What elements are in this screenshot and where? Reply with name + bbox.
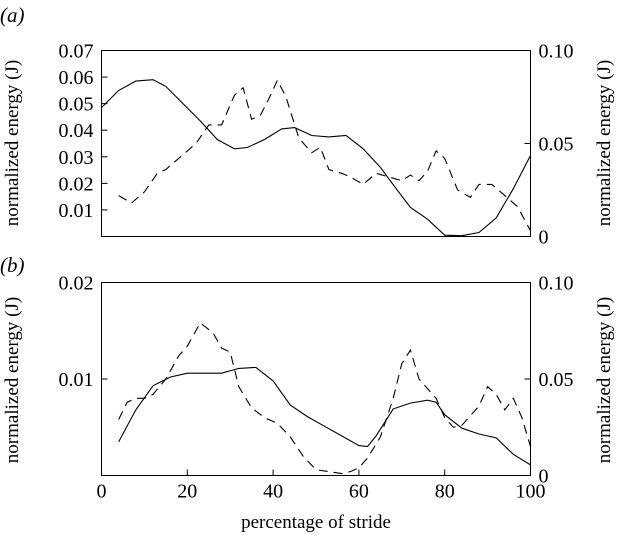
panel-label-b: (b) <box>0 253 25 277</box>
ylabel-left-b: normalized energy (J) <box>2 297 23 463</box>
plot-frame-a <box>101 50 531 237</box>
series-solid-b <box>118 366 531 466</box>
left-tick-label: 0.07 <box>59 41 94 63</box>
left-tick-label: 0.03 <box>59 147 94 169</box>
right-tick-label: 0.10 <box>539 41 574 63</box>
panel-a: (a) 0.010.020.030.040.050.060.07 00.050.… <box>0 3 615 249</box>
ylabel-right-a: normalized energy (J) <box>594 60 615 226</box>
left-tick-label: 0.06 <box>59 67 94 89</box>
x-tick-label: 40 <box>263 481 283 503</box>
right-axis-b: 0 0.05 0.10 <box>524 273 574 488</box>
ylabel-left-a: normalized energy (J) <box>2 60 23 226</box>
series-dashed-b <box>118 322 532 475</box>
x-tick-label: 100 <box>516 481 546 503</box>
left-tick-label: 0.02 <box>59 273 94 295</box>
right-tick-label: 0.10 <box>539 273 574 295</box>
left-tick-label: 0.05 <box>59 94 94 116</box>
panel-label-a: (a) <box>0 3 25 27</box>
right-axis-a: 0 0.05 0.10 <box>524 41 574 249</box>
left-tick-label: 0.01 <box>59 369 94 391</box>
xlabel-b: percentage of stride <box>241 512 391 533</box>
left-tick-label: 0.01 <box>59 200 94 222</box>
series-solid-a <box>101 79 531 237</box>
right-tick-label: 0 <box>539 466 549 488</box>
left-tick-label: 0.04 <box>59 120 94 142</box>
left-axis-b: 0.01 0.02 <box>59 273 108 391</box>
x-tick-label: 80 <box>435 481 455 503</box>
ylabel-right-b: normalized energy (J) <box>594 297 615 463</box>
right-tick-label: 0 <box>539 227 549 249</box>
left-tick-label: 0.02 <box>59 173 94 195</box>
panel-b: (b) 0.01 0.02 0 0.05 0.10 0 20 40 60 80 100 norm… <box>0 253 615 533</box>
series-dashed-a <box>118 79 531 232</box>
left-axis-a: 0.01 0.02 0.03 0.04 0.05 0.06 0.07 <box>59 41 108 222</box>
right-tick-label: 0.05 <box>539 369 574 391</box>
x-tick-label: 60 <box>349 481 369 503</box>
x-tick-label: 0 <box>97 481 107 503</box>
x-axis-b: 0 20 40 60 80 100 <box>97 469 546 503</box>
right-tick-label: 0.05 <box>539 134 574 156</box>
x-tick-label: 20 <box>177 481 197 503</box>
